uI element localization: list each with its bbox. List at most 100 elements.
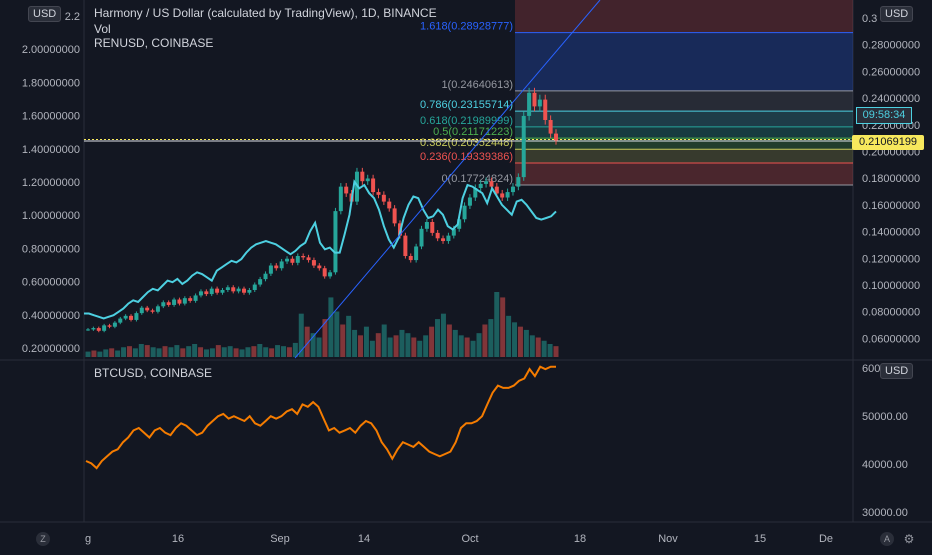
fib-zone-band (515, 126, 853, 139)
currency-badge-right[interactable]: USD (880, 6, 914, 22)
candle-body (236, 288, 241, 292)
candle-body (102, 325, 107, 331)
candle-body (451, 228, 456, 236)
candle-body (96, 328, 101, 331)
candle-body (333, 211, 338, 273)
candle-body (258, 279, 263, 285)
volume-bar (523, 329, 529, 357)
volume-bar (316, 337, 322, 357)
timezone-icon[interactable]: Z (36, 532, 50, 546)
candle-body (500, 193, 505, 198)
volume-bar (541, 340, 547, 357)
volume-bar (476, 333, 482, 357)
volume-bar (446, 324, 452, 357)
candle-body (279, 261, 284, 269)
volume-bar (132, 348, 138, 357)
btc-line[interactable] (85, 365, 556, 470)
auto-scale-icon[interactable]: A (880, 532, 894, 546)
volume-bar (150, 347, 156, 357)
volume-bar (251, 346, 257, 357)
right-axis-tick: 0.28000000 (862, 40, 920, 52)
candle-body (467, 197, 472, 206)
fib-zone-band (515, 32, 853, 91)
candle-body (435, 232, 440, 239)
candle-body (408, 256, 413, 261)
volume-bar (547, 344, 553, 357)
time-axis-tick: Nov (658, 533, 678, 545)
candle-body (193, 295, 198, 301)
volume-bar (269, 348, 275, 357)
volume-bar (369, 340, 375, 357)
candle-body (457, 219, 462, 229)
volume-bar (263, 347, 269, 357)
renusd-line[interactable] (84, 179, 557, 320)
vol-label: Vol (94, 22, 111, 36)
candle-body (301, 256, 306, 258)
candle-body (139, 307, 144, 314)
compare-label: RENUSD, COINBASE (94, 36, 214, 50)
currency-badge-right-lower[interactable]: USD (880, 363, 914, 379)
candle-body (381, 194, 386, 202)
candle-body (129, 315, 134, 320)
volume-bar (280, 346, 286, 357)
candle-body (473, 188, 478, 198)
candle-body (290, 258, 295, 263)
volume-bar (221, 347, 227, 357)
candle-body (430, 222, 435, 233)
candle-body (209, 288, 214, 295)
candle-body (112, 322, 117, 327)
candle-body (403, 235, 408, 256)
fib-level-label: 0(0.17724824) (441, 173, 513, 185)
volume-bar (363, 326, 369, 357)
volume-bar (103, 349, 109, 357)
settings-gear-icon[interactable]: ⚙ (903, 532, 915, 546)
left-axis-tick: 1.20000000 (22, 177, 80, 189)
volume-bar (245, 347, 251, 357)
volume-bar (203, 349, 209, 357)
candle-body (134, 313, 139, 320)
volume-bar (115, 350, 121, 357)
candle-body (537, 99, 542, 107)
volume-bar (494, 292, 500, 357)
candle-body (338, 186, 343, 212)
right-axis-tick: 0.3 (862, 13, 877, 25)
volume-bar (328, 297, 334, 357)
volume-bar (464, 337, 470, 357)
fib-level-label: 0.786(0.23155714) (420, 99, 513, 111)
volume-bar (517, 326, 523, 357)
btc-axis-tick: 50000.00 (862, 411, 908, 423)
volume-bar (423, 335, 429, 357)
volume-bar (512, 322, 518, 357)
renusd-path (84, 179, 557, 320)
candle-body (182, 298, 187, 304)
fib-level-label: 0.618(0.21989999) (420, 115, 513, 127)
last-price-tag: 0.21069199 (852, 135, 924, 150)
candle-body (204, 291, 209, 295)
trend-line[interactable] (294, 0, 601, 359)
candle-body (295, 256, 300, 263)
candle-body (123, 315, 128, 319)
lower-pane-title: BTCUSD, COINBASE (94, 366, 213, 380)
volume-bar (500, 297, 506, 357)
candle-body (242, 288, 246, 293)
candle-body (306, 257, 311, 261)
candle-body (247, 290, 252, 293)
candle-body (268, 265, 273, 274)
right-axis-tick: 0.08000000 (862, 307, 920, 319)
volume-bar (375, 333, 381, 357)
left-axis-tick: 0.60000000 (22, 277, 80, 289)
volume-bar (121, 347, 127, 357)
volume-bar (168, 347, 174, 357)
candle-body (360, 171, 365, 182)
left-axis-tick: 0.80000000 (22, 243, 80, 255)
fib-retracement[interactable]: 1.618(0.28928777) 1(0.24640613) 0.786(0.23… (84, 0, 853, 186)
currency-badge-left[interactable]: USD (28, 6, 62, 22)
left-axis-tick: 1.60000000 (22, 111, 80, 123)
volume-bar (529, 335, 535, 357)
time-axis-tick: 16 (172, 533, 184, 545)
candle-body (516, 177, 521, 187)
fib-level-label: 0.382(0.20352448) (420, 137, 513, 149)
volume-bar (334, 311, 340, 357)
